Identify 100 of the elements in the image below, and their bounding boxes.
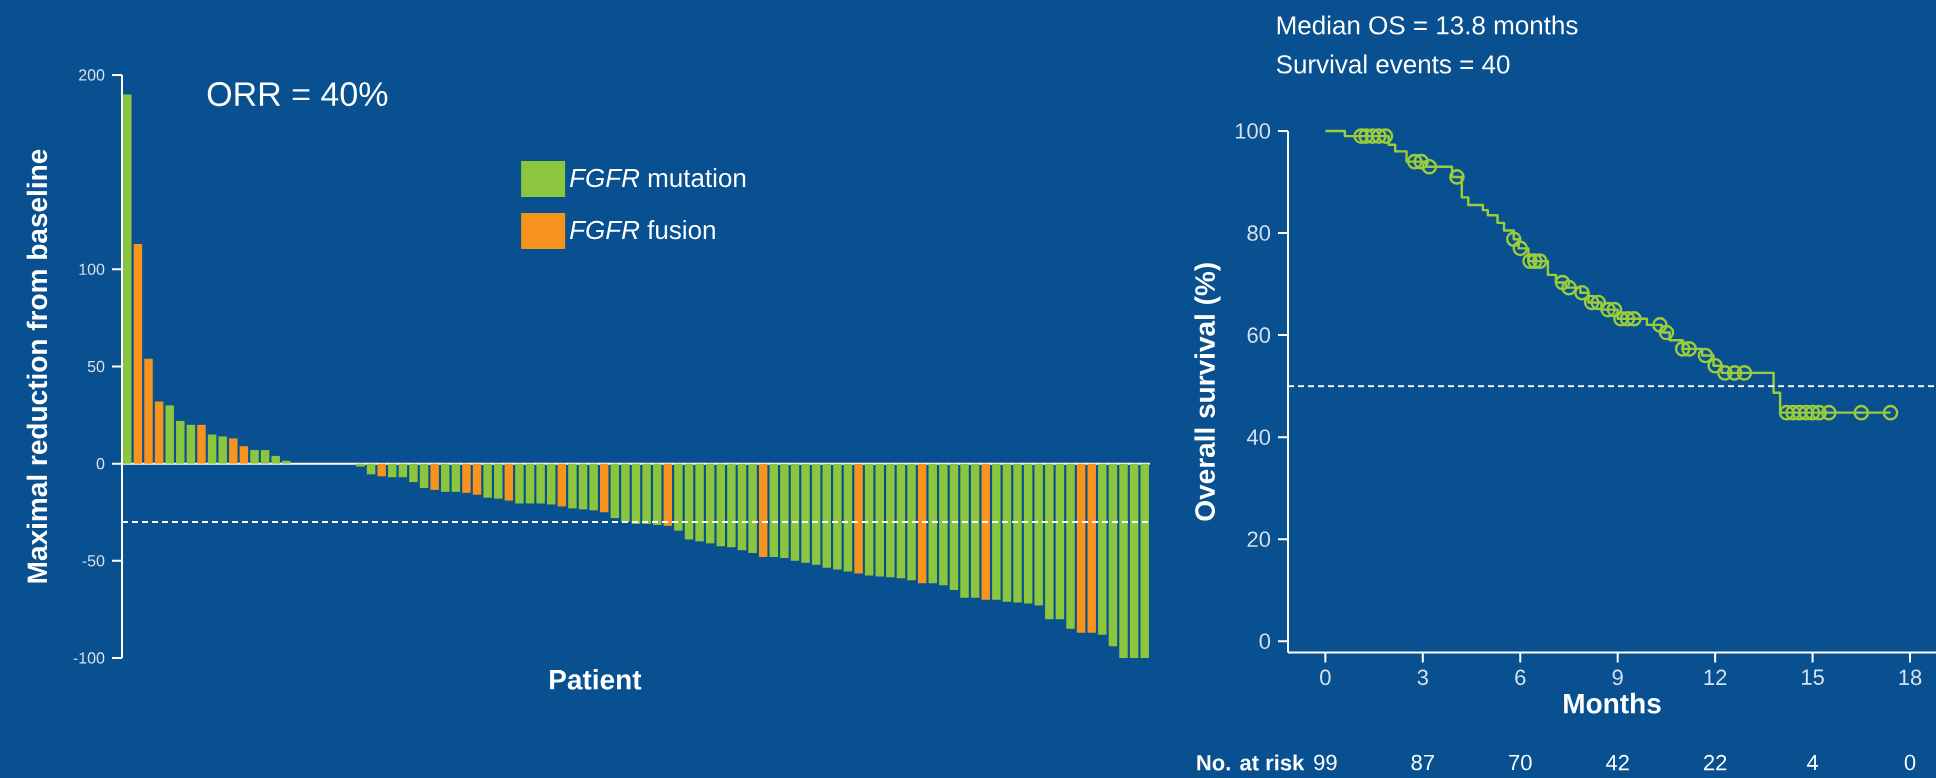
point xyxy=(1554,274,1571,291)
point xyxy=(1811,404,1827,421)
y-tick-label: 60 xyxy=(1247,327,1271,343)
bar xyxy=(197,424,206,464)
bar xyxy=(229,438,238,464)
point xyxy=(1505,231,1522,247)
point xyxy=(1804,404,1821,421)
bar xyxy=(599,463,609,513)
text: Median OS = 13.8 months xyxy=(1277,15,1578,35)
bar xyxy=(589,463,598,511)
bar xyxy=(674,463,683,531)
y-axis-title: Maximal reduction from baseline xyxy=(26,149,48,583)
bar xyxy=(886,463,895,578)
bar xyxy=(663,463,673,526)
point xyxy=(1726,365,1743,381)
text: Survival events = 40 xyxy=(1276,54,1510,74)
text: 99 xyxy=(1314,754,1337,771)
y-tick-label: 50 xyxy=(87,360,105,373)
bar xyxy=(928,463,937,584)
bar xyxy=(1023,463,1033,604)
bar xyxy=(1055,463,1065,620)
bar xyxy=(419,463,429,488)
bar xyxy=(610,463,620,519)
bar xyxy=(536,463,545,504)
point xyxy=(1798,404,1814,421)
point xyxy=(1791,404,1808,421)
point xyxy=(1413,153,1429,170)
point xyxy=(1613,310,1629,327)
bar xyxy=(515,463,524,504)
bar xyxy=(1129,463,1139,658)
bar xyxy=(483,463,492,498)
point xyxy=(1717,365,1733,381)
x-tick-label: 15 xyxy=(1802,669,1824,685)
point xyxy=(1522,253,1538,269)
bar xyxy=(758,463,768,557)
point xyxy=(1626,310,1642,327)
point xyxy=(1882,404,1899,421)
bar xyxy=(716,463,726,547)
bar xyxy=(282,460,291,464)
bar xyxy=(981,463,990,600)
bar xyxy=(377,463,386,477)
bar xyxy=(960,463,969,598)
point xyxy=(1658,324,1675,341)
bar xyxy=(917,463,927,584)
bar xyxy=(992,463,1001,600)
bar xyxy=(843,463,853,572)
point xyxy=(1821,404,1837,421)
bar xyxy=(970,463,980,598)
bar xyxy=(218,436,227,464)
y-tick-label: 100 xyxy=(79,263,105,275)
y-axis-title: Overall survival (%) xyxy=(1194,263,1221,521)
bar xyxy=(578,463,588,510)
bar xyxy=(907,463,916,581)
annotation: ORR = 40% xyxy=(207,82,388,107)
x-axis-title: Months xyxy=(1564,692,1661,714)
text: 0 xyxy=(1904,754,1916,771)
point xyxy=(1707,357,1723,374)
bar xyxy=(493,463,503,499)
bar xyxy=(1087,463,1096,633)
bar xyxy=(165,405,174,464)
bar xyxy=(1066,463,1075,629)
bar xyxy=(801,463,810,563)
point xyxy=(1681,341,1697,357)
y-tick-label: 0 xyxy=(1259,633,1271,650)
bar xyxy=(430,463,439,490)
point xyxy=(1358,128,1374,144)
point xyxy=(1778,404,1795,421)
point xyxy=(1574,284,1590,301)
bar xyxy=(652,463,662,525)
bar xyxy=(705,463,715,544)
bar xyxy=(1098,463,1107,635)
point xyxy=(1619,310,1636,327)
bar xyxy=(271,455,280,464)
point xyxy=(1449,169,1465,185)
bar xyxy=(854,463,863,574)
bar xyxy=(1140,463,1149,658)
bar xyxy=(451,463,461,492)
bar xyxy=(833,463,842,570)
x-axis-title: Patient xyxy=(550,669,642,690)
bar xyxy=(123,94,132,464)
bar xyxy=(949,463,959,590)
bar xyxy=(472,463,482,495)
bar xyxy=(239,446,249,464)
bar xyxy=(398,463,408,478)
point xyxy=(1353,128,1369,144)
point xyxy=(1697,347,1714,364)
text: No. at risk xyxy=(1197,754,1305,771)
x-tick-label: 3 xyxy=(1417,669,1428,686)
bar xyxy=(939,463,948,586)
bar xyxy=(525,463,535,504)
text: 4 xyxy=(1806,754,1819,771)
bar xyxy=(441,463,450,492)
bar xyxy=(864,463,874,576)
bar xyxy=(1045,463,1054,620)
point xyxy=(1674,341,1691,357)
bar xyxy=(1034,463,1043,606)
bar xyxy=(875,463,884,577)
x-tick-label: 6 xyxy=(1515,669,1526,686)
bar xyxy=(737,463,747,551)
bar xyxy=(748,463,757,554)
